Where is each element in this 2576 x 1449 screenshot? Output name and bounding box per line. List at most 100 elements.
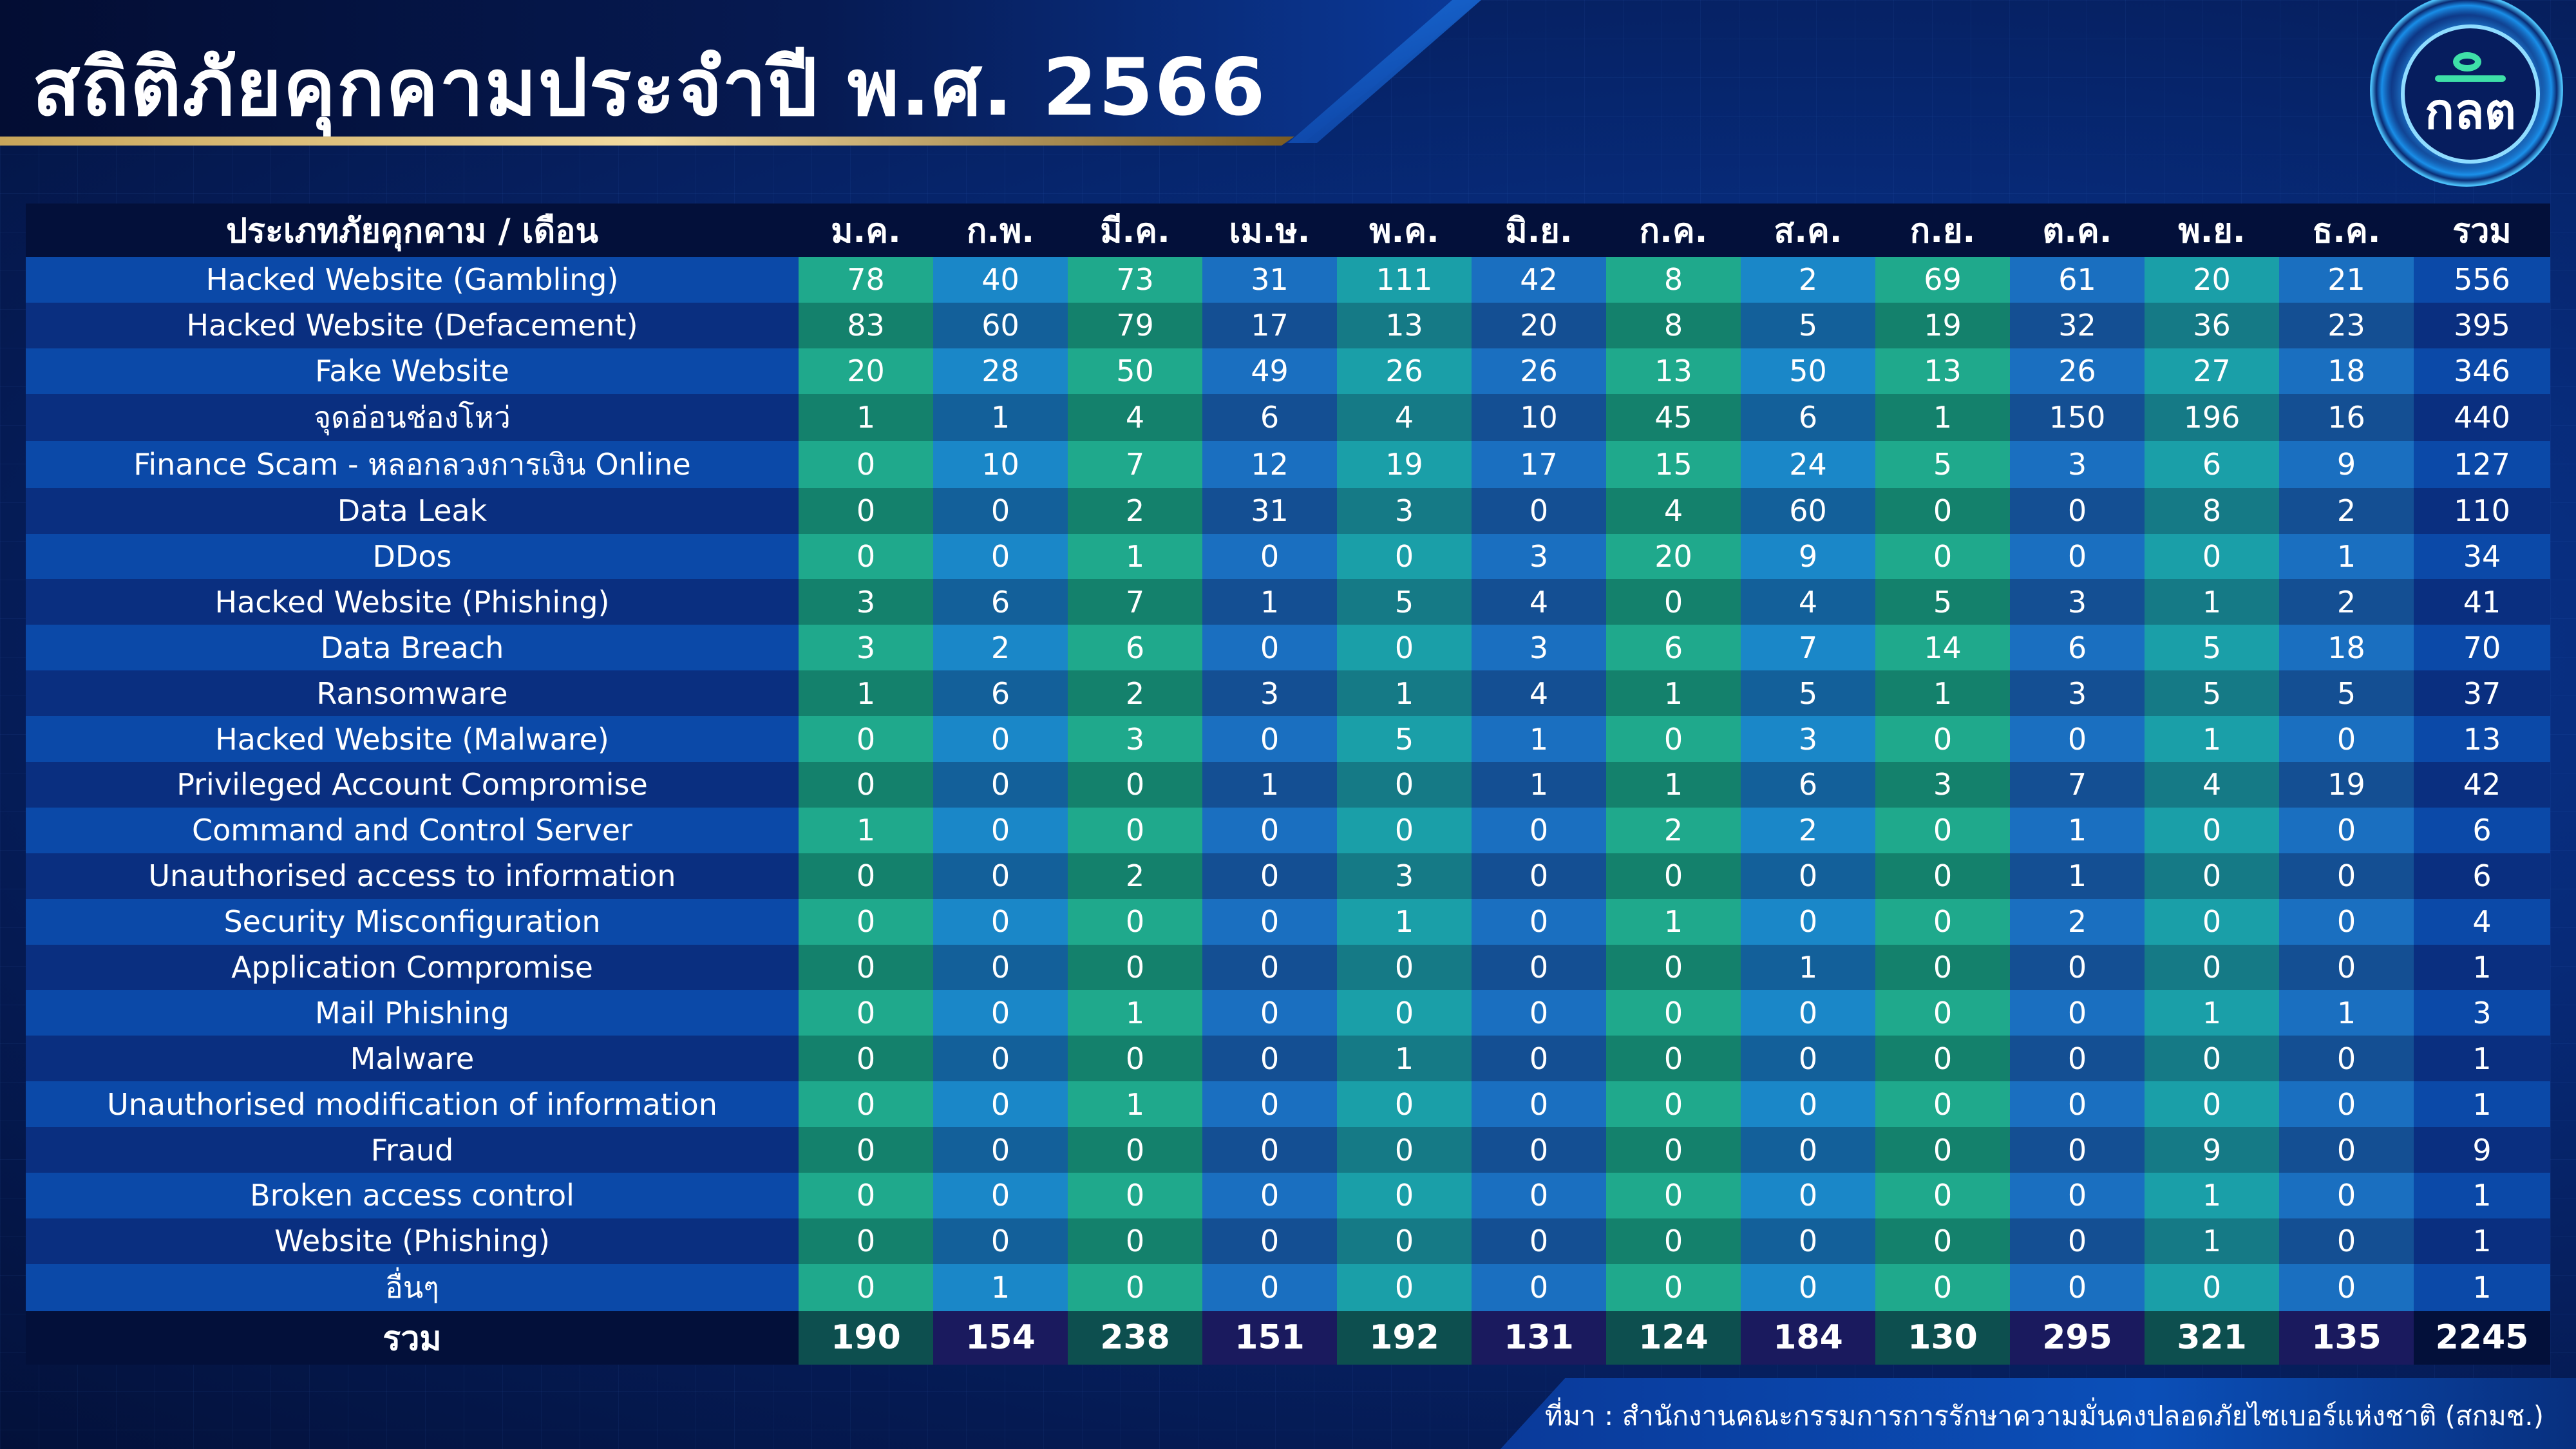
- table-body: Hacked Website (Gambling) 78 40 73 31 111 42 8 2…: [26, 257, 2550, 1365]
- table-cell: 6: [2145, 440, 2279, 488]
- table-cell: 1: [933, 1264, 1068, 1311]
- table-cell: 0: [933, 853, 1068, 899]
- table-cell: 0: [799, 1127, 933, 1173]
- table-cell: 0: [1875, 898, 2010, 945]
- table-cell: 0: [1068, 898, 1202, 945]
- row-total: 9: [2414, 1127, 2550, 1173]
- table-cell: 3: [1068, 716, 1202, 762]
- logo-badge: กลต: [2370, 0, 2563, 187]
- row-total: 37: [2414, 670, 2550, 717]
- table-cell: 0: [1068, 1127, 1202, 1173]
- table-cell: 0: [1337, 1127, 1472, 1173]
- row-total: 34: [2414, 533, 2550, 580]
- header-month: พ.ย.: [2145, 204, 2279, 257]
- table-cell: 0: [1337, 625, 1472, 671]
- header-month: ก.ค.: [1606, 204, 1741, 257]
- row-label: Fake Website: [26, 348, 799, 394]
- table-cell: 4: [2145, 762, 2279, 808]
- table-cell: 0: [1606, 853, 1741, 899]
- threat-statistics-table: ประเภทภัยคุกคาม / เดือน ม.ค. ก.พ. มี.ค. เม.…: [26, 204, 2550, 1365]
- table-cell: 0: [1202, 533, 1337, 580]
- table-cell: 18: [2279, 625, 2414, 671]
- table-cell: 0: [1337, 1218, 1472, 1264]
- table-cell: 0: [1202, 990, 1337, 1036]
- table-cell: 0: [1741, 990, 1875, 1036]
- row-label: DDos: [26, 533, 799, 580]
- table-cell: 4: [1068, 393, 1202, 441]
- table-cell: 0: [1741, 1127, 1875, 1173]
- table-cell: 0: [1875, 1218, 2010, 1264]
- row-total: 3: [2414, 990, 2550, 1036]
- row-total: 41: [2414, 579, 2550, 625]
- table-cell: 17: [1202, 302, 1337, 348]
- table-cell: 1: [1068, 533, 1202, 580]
- table-cell: 0: [2279, 1173, 2414, 1218]
- table-row: Hacked Website (Defacement) 83 60 79 17 13 20 8…: [26, 302, 2550, 348]
- table-cell: 0: [2279, 1218, 2414, 1264]
- table-row: Hacked Website (Gambling) 78 40 73 31 111 42 8 2…: [26, 257, 2550, 303]
- table-cell: 0: [933, 762, 1068, 808]
- table-cell: 0: [799, 533, 933, 580]
- table-cell: 0: [1741, 1036, 1875, 1082]
- header-month: ก.ย.: [1875, 204, 2010, 257]
- table-cell: 50: [1741, 348, 1875, 394]
- table-cell: 1: [1606, 898, 1741, 945]
- table-cell: 0: [799, 898, 933, 945]
- table-cell: 0: [1337, 944, 1472, 990]
- table-cell: 0: [1068, 1173, 1202, 1218]
- table-cell: 14: [1875, 625, 2010, 671]
- totals-cell: 154: [933, 1311, 1068, 1365]
- table-cell: 13: [1606, 348, 1741, 394]
- table-cell: 0: [1472, 1264, 1606, 1311]
- table-row: Hacked Website (Malware) 0 0 3 0 5 1 0 3 0 0 1 0 13: [26, 716, 2550, 762]
- table-cell: 0: [933, 898, 1068, 945]
- table-cell: 0: [1337, 807, 1472, 853]
- table-cell: 19: [1337, 440, 1472, 488]
- table-cell: 0: [1202, 1218, 1337, 1264]
- table-cell: 0: [799, 1173, 933, 1218]
- table-cell: 0: [933, 533, 1068, 580]
- table-cell: 0: [2145, 1081, 2279, 1128]
- table-cell: 5: [1741, 302, 1875, 348]
- table-cell: 0: [1472, 898, 1606, 945]
- table-cell: 9: [1741, 533, 1875, 580]
- table-cell: 0: [1741, 1081, 1875, 1128]
- table-cell: 0: [1606, 1264, 1741, 1311]
- row-total: 4: [2414, 898, 2550, 945]
- row-total: 42: [2414, 762, 2550, 808]
- totals-cell: 184: [1741, 1311, 1875, 1365]
- table-row: DDos 0 0 1 0 0 3 20 9 0 0 0 1 34: [26, 533, 2550, 580]
- table-cell: 0: [2145, 533, 2279, 580]
- table-cell: 3: [2010, 440, 2145, 488]
- table-cell: 0: [2279, 853, 2414, 899]
- table-cell: 20: [1606, 533, 1741, 580]
- row-total: 556: [2414, 257, 2550, 303]
- table-cell: 2: [1068, 853, 1202, 899]
- table-cell: 0: [2279, 1036, 2414, 1082]
- table-cell: 1: [2145, 716, 2279, 762]
- table-cell: 0: [1202, 716, 1337, 762]
- header-month: ต.ค.: [2010, 204, 2145, 257]
- row-total: 127: [2414, 440, 2550, 488]
- table-cell: 0: [1202, 1127, 1337, 1173]
- table-cell: 0: [1741, 1218, 1875, 1264]
- totals-cell: 238: [1068, 1311, 1202, 1365]
- table-cell: 20: [2145, 257, 2279, 303]
- table-cell: 42: [1472, 257, 1606, 303]
- row-total: 6: [2414, 807, 2550, 853]
- table-row: Fake Website 20 28 50 49 26 26 13 50 13 26 27 18 346: [26, 348, 2550, 394]
- table-cell: 61: [2010, 257, 2145, 303]
- row-label: Data Leak: [26, 488, 799, 534]
- table-cell: 8: [2145, 488, 2279, 534]
- table-cell: 0: [799, 440, 933, 488]
- table-cell: 6: [2010, 625, 2145, 671]
- table-cell: 16: [2279, 393, 2414, 441]
- table-cell: 0: [1202, 807, 1337, 853]
- table-cell: 0: [2145, 944, 2279, 990]
- row-total: 1: [2414, 944, 2550, 990]
- table-cell: 0: [1337, 533, 1472, 580]
- table-cell: 1: [2145, 579, 2279, 625]
- table-cell: 0: [799, 762, 933, 808]
- header-month: ส.ค.: [1741, 204, 1875, 257]
- table-cell: 0: [2010, 1218, 2145, 1264]
